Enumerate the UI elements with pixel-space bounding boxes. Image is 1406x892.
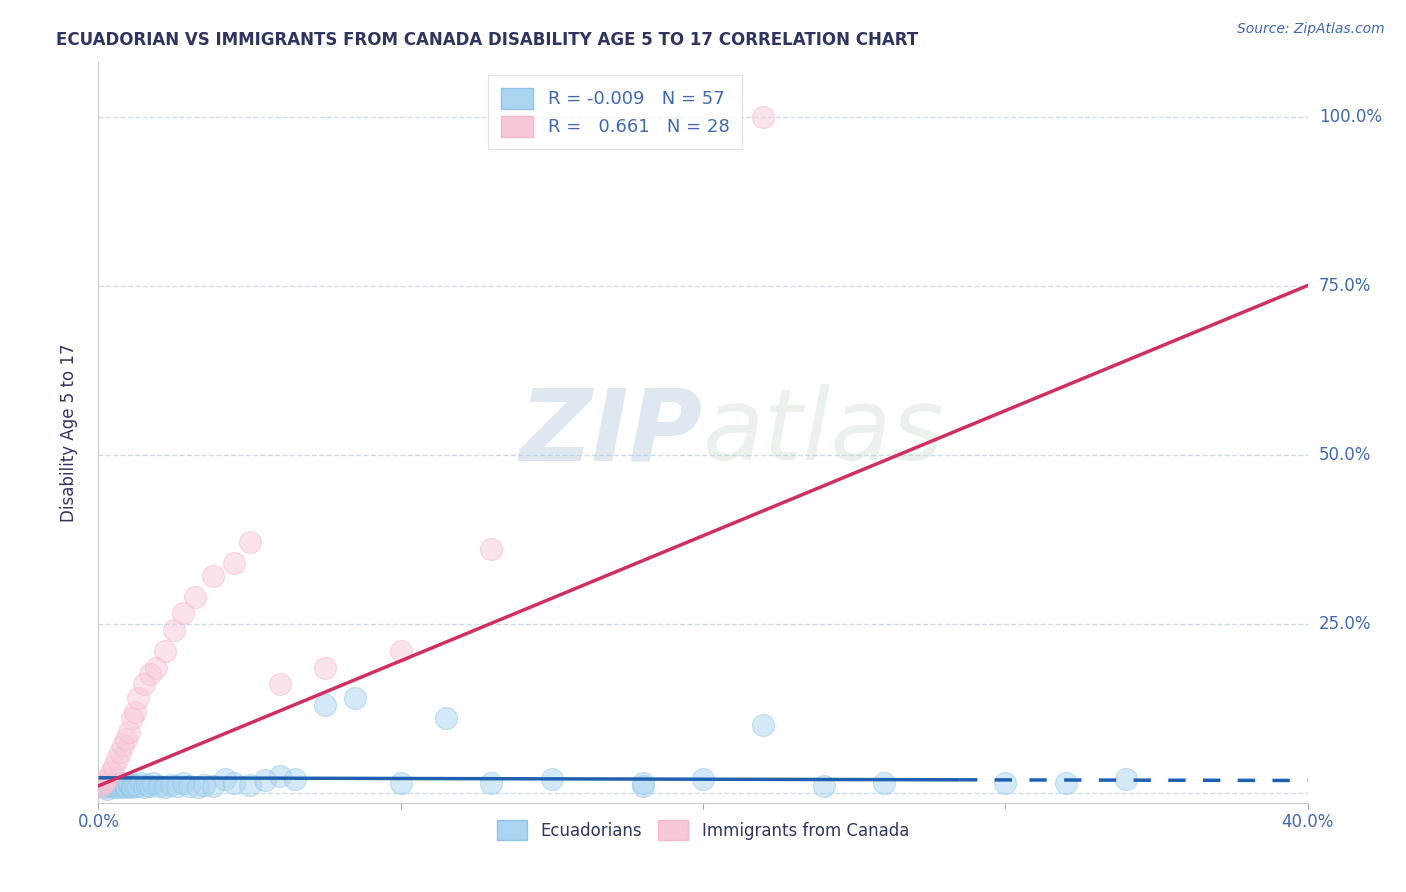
Point xyxy=(124,778,146,792)
Text: Source: ZipAtlas.com: Source: ZipAtlas.com xyxy=(1237,22,1385,37)
Point xyxy=(93,775,115,789)
Point xyxy=(145,660,167,674)
Point xyxy=(166,779,188,793)
Point xyxy=(105,779,128,793)
Point xyxy=(481,542,503,557)
Point xyxy=(202,569,225,583)
Y-axis label: Disability Age 5 to 17: Disability Age 5 to 17 xyxy=(59,343,77,522)
Point xyxy=(90,779,112,793)
Point xyxy=(239,535,262,549)
Point xyxy=(127,691,149,706)
Point xyxy=(108,778,131,792)
Point xyxy=(1054,775,1077,789)
Point xyxy=(114,731,136,746)
Point xyxy=(139,779,162,793)
Point xyxy=(142,775,165,789)
Point xyxy=(103,780,125,795)
Legend: Ecuadorians, Immigrants from Canada: Ecuadorians, Immigrants from Canada xyxy=(491,814,915,847)
Point xyxy=(284,772,307,786)
Point xyxy=(153,643,176,657)
Point xyxy=(163,624,186,638)
Point xyxy=(111,739,134,753)
Point xyxy=(114,779,136,793)
Text: 25.0%: 25.0% xyxy=(1319,615,1371,632)
Point xyxy=(540,772,562,786)
Point xyxy=(96,782,118,797)
Point xyxy=(389,775,412,789)
Point xyxy=(96,772,118,786)
Point xyxy=(994,775,1017,789)
Point xyxy=(224,556,246,570)
Point xyxy=(118,724,141,739)
Point xyxy=(118,775,141,789)
Point xyxy=(873,775,896,789)
Point xyxy=(172,607,194,621)
Point xyxy=(118,778,141,792)
Point xyxy=(103,758,125,772)
Point xyxy=(434,711,457,725)
Text: atlas: atlas xyxy=(703,384,945,481)
Point xyxy=(139,667,162,681)
Point xyxy=(108,780,131,795)
Point xyxy=(389,643,412,657)
Text: 50.0%: 50.0% xyxy=(1319,446,1371,464)
Point xyxy=(121,779,143,793)
Point xyxy=(100,775,122,789)
Point xyxy=(184,590,207,604)
Point xyxy=(129,775,152,789)
Point xyxy=(752,110,775,124)
Point xyxy=(193,778,215,792)
Point xyxy=(132,780,155,795)
Point xyxy=(631,779,654,793)
Point xyxy=(108,745,131,759)
Point xyxy=(121,711,143,725)
Point xyxy=(127,779,149,793)
Point xyxy=(239,778,262,792)
Text: 100.0%: 100.0% xyxy=(1319,108,1382,126)
Point xyxy=(114,780,136,795)
Point xyxy=(224,775,246,789)
Point xyxy=(111,775,134,789)
Point xyxy=(214,772,236,786)
Point xyxy=(96,778,118,792)
Point xyxy=(314,660,336,674)
Point xyxy=(105,752,128,766)
Point xyxy=(344,691,367,706)
Point xyxy=(93,780,115,795)
Point xyxy=(148,779,170,793)
Text: 75.0%: 75.0% xyxy=(1319,277,1371,294)
Point xyxy=(132,677,155,691)
Point xyxy=(692,772,714,786)
Point xyxy=(172,775,194,789)
Point xyxy=(135,778,157,792)
Point xyxy=(100,779,122,793)
Point xyxy=(121,780,143,795)
Point xyxy=(160,778,183,792)
Point xyxy=(103,778,125,792)
Point xyxy=(100,765,122,780)
Point xyxy=(202,779,225,793)
Point xyxy=(153,780,176,795)
Point xyxy=(1115,772,1137,786)
Point xyxy=(90,779,112,793)
Point xyxy=(752,718,775,732)
Point xyxy=(813,779,835,793)
Point xyxy=(253,773,276,788)
Text: ZIP: ZIP xyxy=(520,384,703,481)
Text: ECUADORIAN VS IMMIGRANTS FROM CANADA DISABILITY AGE 5 TO 17 CORRELATION CHART: ECUADORIAN VS IMMIGRANTS FROM CANADA DIS… xyxy=(56,31,918,49)
Point xyxy=(105,775,128,789)
Point xyxy=(269,769,291,783)
Point xyxy=(124,705,146,719)
Point xyxy=(187,780,209,795)
Point xyxy=(179,779,201,793)
Point xyxy=(111,779,134,793)
Point xyxy=(481,775,503,789)
Point xyxy=(314,698,336,712)
Point xyxy=(631,775,654,789)
Point xyxy=(269,677,291,691)
